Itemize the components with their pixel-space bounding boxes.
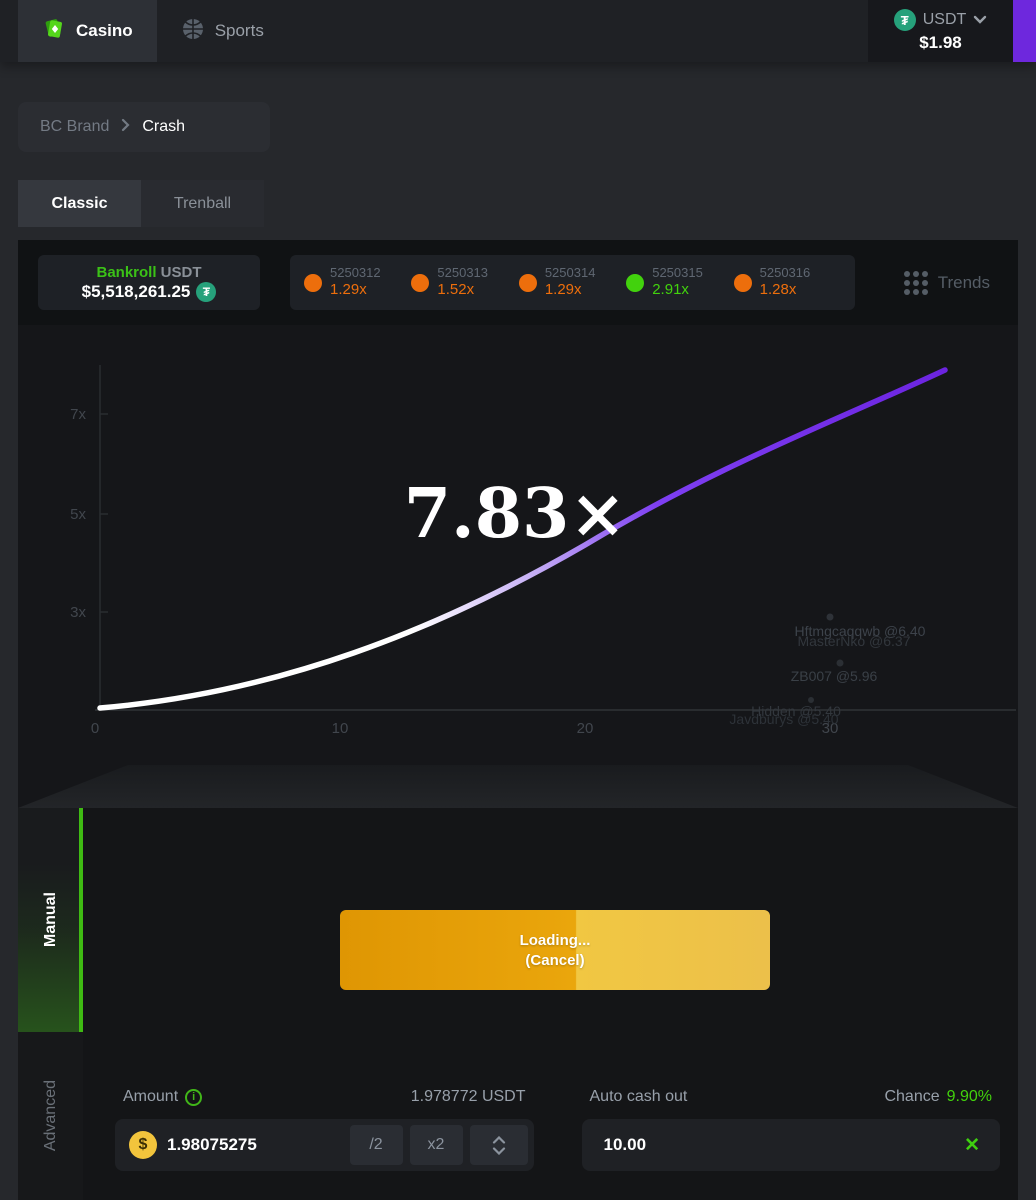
amount-value[interactable]: 1.98075275 xyxy=(167,1135,257,1154)
amount-input[interactable]: $ 1.98075275 /2 x2 xyxy=(115,1119,534,1171)
cancel-label: (Cancel) xyxy=(525,951,585,969)
chance-value: 9.90% xyxy=(946,1088,992,1105)
recent-games-list: 5250312 1.29x 5250313 1.52x 5250314 1.29… xyxy=(290,255,855,310)
current-multiplier: 7.83× xyxy=(404,474,627,554)
usdt-coin-icon: ₮ xyxy=(893,9,916,31)
trends-label: Trends xyxy=(937,272,990,292)
amount-label: Amount xyxy=(123,1088,179,1105)
amount-stepper[interactable] xyxy=(469,1125,528,1165)
cashout-annotation: Javdburys @5.40 xyxy=(729,711,838,727)
dollar-coin-icon: $ xyxy=(129,1131,157,1159)
recent-game-item[interactable]: 5250314 1.29x xyxy=(518,265,626,300)
tab-advanced[interactable]: Advanced xyxy=(18,1032,83,1200)
x-tick-label: 0 xyxy=(91,720,99,737)
trends-button[interactable]: Trends xyxy=(903,270,990,295)
result-dot xyxy=(733,273,752,292)
x-tick-label: 30 xyxy=(822,720,839,737)
y-tick-label: 3x xyxy=(70,604,86,621)
result-dot xyxy=(304,273,322,292)
amount-group: Amount i 1.978772 USDT $ 1.98075275 /2 x… xyxy=(115,1088,534,1171)
y-tick-label: 7x xyxy=(70,406,86,423)
nav-tab-casino[interactable]: Casino xyxy=(18,0,157,62)
tab-manual[interactable]: Manual xyxy=(18,808,83,1032)
bet-main-area: Loading... (Cancel) Amount i 1.978772 US… xyxy=(83,808,1018,1200)
clear-icon[interactable]: ✕ xyxy=(964,1134,980,1156)
bet-mode-sidebar: Manual Advanced xyxy=(18,808,83,1200)
chance-label: Chance xyxy=(884,1088,940,1105)
cashout-annotation: ZB007 @5.96 xyxy=(791,668,878,684)
chevron-down-icon xyxy=(492,1146,505,1155)
breadcrumb-parent[interactable]: BC Brand xyxy=(40,118,110,135)
available-balance: 1.978772 USDT xyxy=(410,1088,526,1105)
mode-tabs: Classic Trenball xyxy=(18,180,1036,227)
bankroll-currency: USDT xyxy=(160,263,202,281)
loading-cancel-button[interactable]: Loading... (Cancel) xyxy=(340,910,770,990)
auto-cashout-value[interactable]: 10.00 xyxy=(603,1135,647,1154)
bankroll-value: $5,518,261.25 xyxy=(81,281,191,301)
game-id: 5250316 xyxy=(759,265,811,280)
chevron-up-icon xyxy=(492,1135,505,1144)
wallet-selector[interactable]: ₮ USDT $1.98 xyxy=(868,0,1013,62)
crash-curve xyxy=(97,367,948,711)
breadcrumb: BC Brand Crash xyxy=(18,102,270,152)
auto-cashout-label: Auto cash out xyxy=(589,1088,688,1105)
game-id: 5250314 xyxy=(544,265,596,280)
result-dot xyxy=(518,273,537,292)
game-multiplier: 1.52x xyxy=(437,281,475,299)
x-tick-label: 20 xyxy=(577,720,594,737)
tab-classic[interactable]: Classic xyxy=(18,180,141,227)
game-id: 5250313 xyxy=(437,265,489,280)
breadcrumb-current: Crash xyxy=(142,118,186,135)
x-tick-label: 10 xyxy=(332,720,349,737)
cashout-annotation: Hidden @5.40 xyxy=(751,703,841,719)
bet-controls: Amount i 1.978772 USDT $ 1.98075275 /2 x… xyxy=(115,1088,1000,1171)
recent-game-item[interactable]: 5250313 1.52x xyxy=(411,265,518,300)
trends-grid-icon xyxy=(903,270,928,295)
recent-game-item[interactable]: 5250312 1.29x xyxy=(304,265,411,300)
bankroll-box: Bankroll USDT $5,518,261.25 ₮ xyxy=(38,255,260,310)
y-tick-label: 5x xyxy=(70,506,86,523)
double-bet-button[interactable]: x2 xyxy=(409,1125,463,1165)
crash-game-panel: Bankroll USDT $5,518,261.25 ₮ 5250312 1.… xyxy=(18,240,1018,808)
game-id: 5250315 xyxy=(652,265,703,280)
recent-game-item[interactable]: 5250315 2.91x xyxy=(626,265,733,300)
chart-floor-perspective xyxy=(18,765,1018,808)
usdt-coin-icon: ₮ xyxy=(196,281,217,302)
half-bet-button[interactable]: /2 xyxy=(349,1125,403,1165)
tab-manual-label: Manual xyxy=(41,892,59,948)
wallet-balance: $1.98 xyxy=(919,33,962,52)
crash-chart: 7x 5x 3x 0 10 20 30 Hftmgcaqqwb @6.40 Ma… xyxy=(18,325,1018,765)
bankroll-label: Bankroll xyxy=(96,263,157,281)
tab-trenball[interactable]: Trenball xyxy=(141,180,264,227)
game-multiplier: 2.91x xyxy=(652,281,689,299)
info-icon[interactable]: i xyxy=(185,1088,203,1106)
tab-advanced-label: Advanced xyxy=(41,1080,59,1152)
game-header-strip: Bankroll USDT $5,518,261.25 ₮ 5250312 1.… xyxy=(18,240,1018,325)
cashout-annotation: MasterNko @6.37 xyxy=(797,633,910,649)
cashout-annotation: Hftmgcaqqwb @6.40 xyxy=(795,623,926,639)
chevron-right-icon xyxy=(121,118,130,137)
result-dot xyxy=(411,273,430,292)
result-dot xyxy=(626,273,645,292)
recent-game-item[interactable]: 5250316 1.28x xyxy=(733,265,841,300)
casino-cards-icon xyxy=(42,17,66,46)
bet-panel: Manual Advanced Loading... (Cancel) Amou… xyxy=(18,808,1018,1200)
nav-tab-casino-label: Casino xyxy=(76,21,133,40)
top-nav: Casino Sports ₮ USDT $1.98 xyxy=(0,0,1036,62)
game-multiplier: 1.28x xyxy=(759,281,797,299)
auto-cashout-input[interactable]: 10.00 ✕ xyxy=(581,1119,1000,1171)
nav-tab-sports-label: Sports xyxy=(214,21,264,40)
auto-cashout-group: Auto cash out Chance 9.90% 10.00 ✕ xyxy=(581,1088,1000,1171)
loading-label: Loading... xyxy=(519,931,591,949)
wallet-currency: USDT xyxy=(922,11,967,28)
nav-tab-sports[interactable]: Sports xyxy=(157,0,288,62)
chevron-down-icon xyxy=(973,11,987,29)
basketball-icon xyxy=(181,17,205,46)
game-id: 5250312 xyxy=(330,265,381,280)
deposit-button-edge[interactable] xyxy=(1013,0,1036,62)
game-multiplier: 1.29x xyxy=(544,281,582,299)
game-multiplier: 1.29x xyxy=(330,281,367,299)
